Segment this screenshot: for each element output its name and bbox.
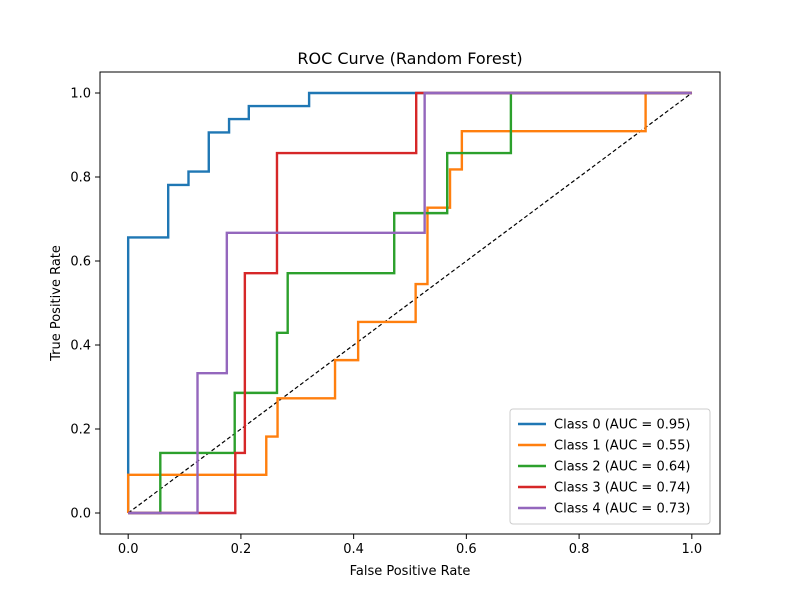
series-line-class-4 xyxy=(128,91,692,515)
plot-area xyxy=(99,71,721,535)
x-tick-label: 0.6 xyxy=(456,542,477,557)
legend-entry-label: Class 0 (AUC = 0.95) xyxy=(554,418,690,433)
y-tick-label: 1.0 xyxy=(70,87,91,102)
x-axis: 0.0 0.2 0.4 0.6 0.8 1.0 xyxy=(118,534,702,557)
y-tick-label: 0.2 xyxy=(70,423,91,438)
y-tick-label: 0.6 xyxy=(70,255,91,270)
plot-frame xyxy=(99,71,721,535)
y-tick-label: 0.4 xyxy=(70,339,91,354)
x-tick-label: 0.0 xyxy=(118,542,139,557)
series-line-class-3 xyxy=(128,91,692,515)
x-tick-label: 0.8 xyxy=(569,542,590,557)
y-axis: 0.0 0.2 0.4 0.6 0.8 1.0 xyxy=(70,87,100,522)
y-axis-label: True Positive Rate xyxy=(49,245,64,362)
chance-diagonal-line xyxy=(127,92,693,514)
series-line-class-1 xyxy=(126,91,692,513)
x-tick-label: 0.2 xyxy=(231,542,252,557)
legend-entry-label: Class 3 (AUC = 0.74) xyxy=(554,481,690,496)
chart-title: ROC Curve (Random Forest) xyxy=(297,49,522,68)
legend-box xyxy=(509,408,711,525)
legend-entry-label: Class 1 (AUC = 0.55) xyxy=(554,439,690,454)
y-tick-label: 0.8 xyxy=(70,171,91,186)
legend: Class 0 (AUC = 0.95) Class 1 (AUC = 0.55)… xyxy=(509,408,711,525)
x-tick-label: 0.4 xyxy=(343,542,364,557)
y-tick-label: 0.0 xyxy=(70,507,91,522)
legend-entry-label: Class 2 (AUC = 0.64) xyxy=(554,460,690,475)
legend-entry-label: Class 4 (AUC = 0.73) xyxy=(554,502,690,517)
series-line-class-0 xyxy=(126,91,692,513)
x-tick-label: 1.0 xyxy=(681,542,702,557)
x-axis-label: False Positive Rate xyxy=(350,564,471,579)
